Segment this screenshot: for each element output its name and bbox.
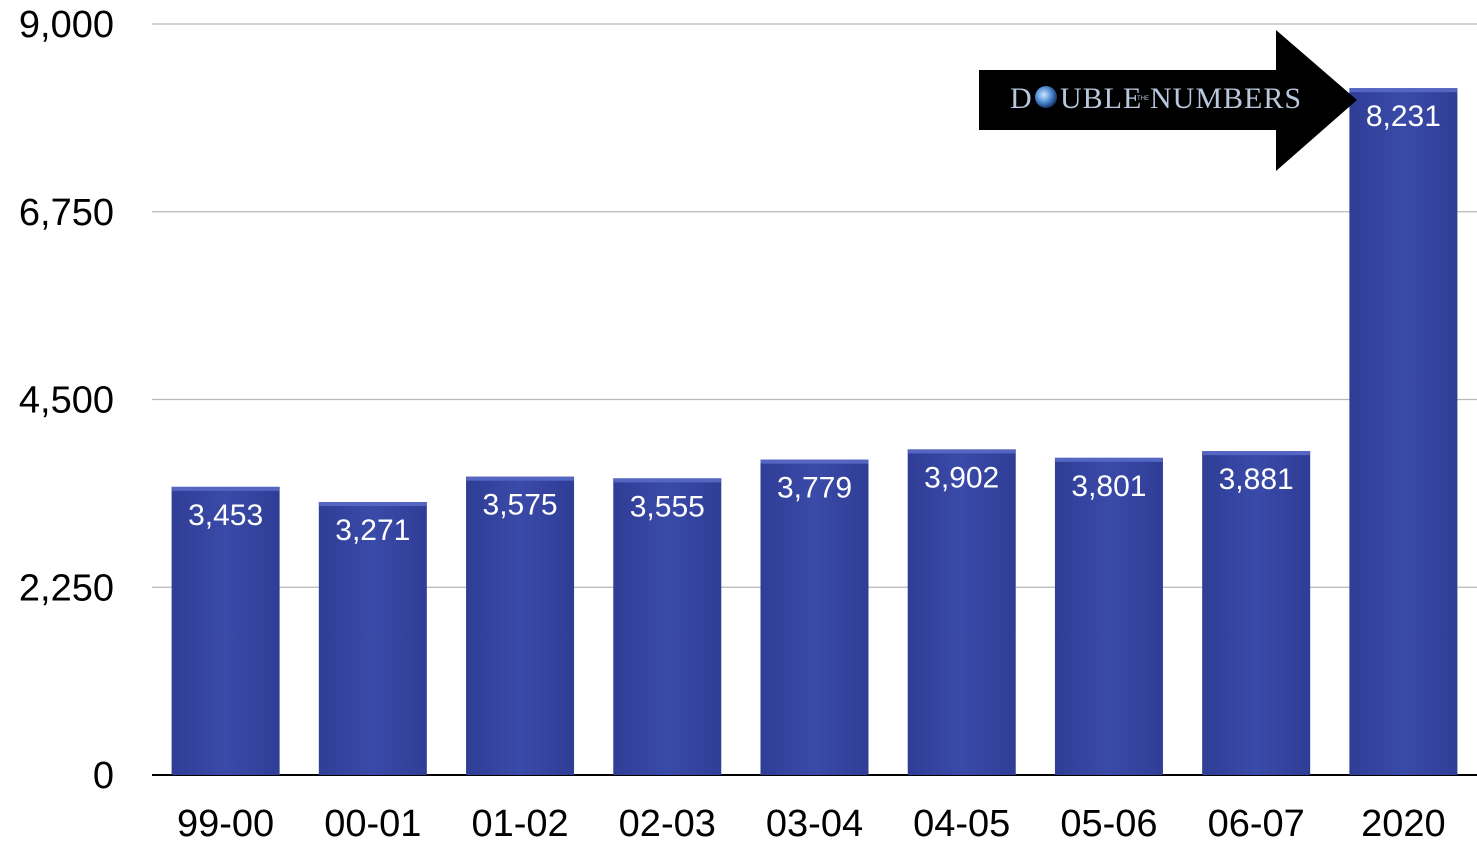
data-label: 3,271 <box>335 514 410 547</box>
data-label: 3,779 <box>777 472 852 505</box>
x-tick-label: 05-06 <box>1060 803 1157 843</box>
arrow-shape <box>979 30 1357 171</box>
y-tick-label: 0 <box>93 755 114 797</box>
bar-highlight <box>466 476 575 481</box>
y-tick-label: 6,750 <box>19 192 114 234</box>
bar <box>318 502 427 775</box>
bar <box>171 486 280 775</box>
double-the-numbers-annotation: D UBLE THE NUMBERS <box>979 30 1357 171</box>
y-tick-label: 2,250 <box>19 567 114 609</box>
x-tick-label: 04-05 <box>913 803 1010 843</box>
logo-text-uble: UBLE <box>1060 82 1142 115</box>
bar-highlight <box>1202 451 1311 456</box>
logo-text-numbers: NUMBERS <box>1150 82 1302 115</box>
bar <box>1349 88 1458 776</box>
bars <box>171 88 1458 776</box>
data-label: 3,453 <box>188 499 263 532</box>
bar <box>466 476 575 775</box>
value-labels: 3,453 3,271 3,575 3,555 3,779 3,902 3,801 3,881… <box>188 100 1441 547</box>
bar-highlight <box>760 459 869 464</box>
data-label: 3,902 <box>924 461 999 494</box>
y-tick-label: 9,000 <box>19 4 114 46</box>
bar <box>1202 451 1311 775</box>
x-tick-label: 06-07 <box>1208 803 1305 843</box>
bar-highlight <box>1054 457 1163 462</box>
bar <box>760 459 869 775</box>
logo: D UBLE THE NUMBERS <box>1010 82 1302 115</box>
data-label: 3,575 <box>483 489 558 522</box>
x-tick-label: 99-00 <box>177 803 274 843</box>
data-label: 3,801 <box>1071 470 1146 503</box>
x-tick-label: 03-04 <box>766 803 863 843</box>
bar-highlight <box>171 486 280 491</box>
x-tick-label: 02-03 <box>619 803 716 843</box>
logo-text-the: THE <box>1137 96 1149 102</box>
bar-highlight <box>613 478 722 483</box>
globe-icon <box>1035 86 1057 108</box>
logo-text-d: D <box>1010 82 1033 115</box>
bar-highlight <box>318 502 427 507</box>
bar <box>613 478 722 775</box>
x-tick-label: 01-02 <box>471 803 568 843</box>
y-axis-tick-labels: 0 2,250 4,500 6,750 9,000 <box>19 4 114 797</box>
x-tick-label: 2020 <box>1361 803 1446 843</box>
bar <box>907 449 1016 775</box>
data-label: 3,881 <box>1219 463 1294 496</box>
x-tick-label: 00-01 <box>324 803 421 843</box>
x-axis-category-labels: 99-00 00-01 01-02 02-03 03-04 04-05 05-06 06-07… <box>177 803 1446 843</box>
data-label: 8,231 <box>1366 100 1441 133</box>
bar-highlight <box>1349 88 1458 93</box>
bar-highlight <box>907 449 1016 454</box>
y-tick-label: 4,500 <box>19 380 114 422</box>
bar <box>1054 457 1163 775</box>
data-label: 3,555 <box>630 490 705 523</box>
